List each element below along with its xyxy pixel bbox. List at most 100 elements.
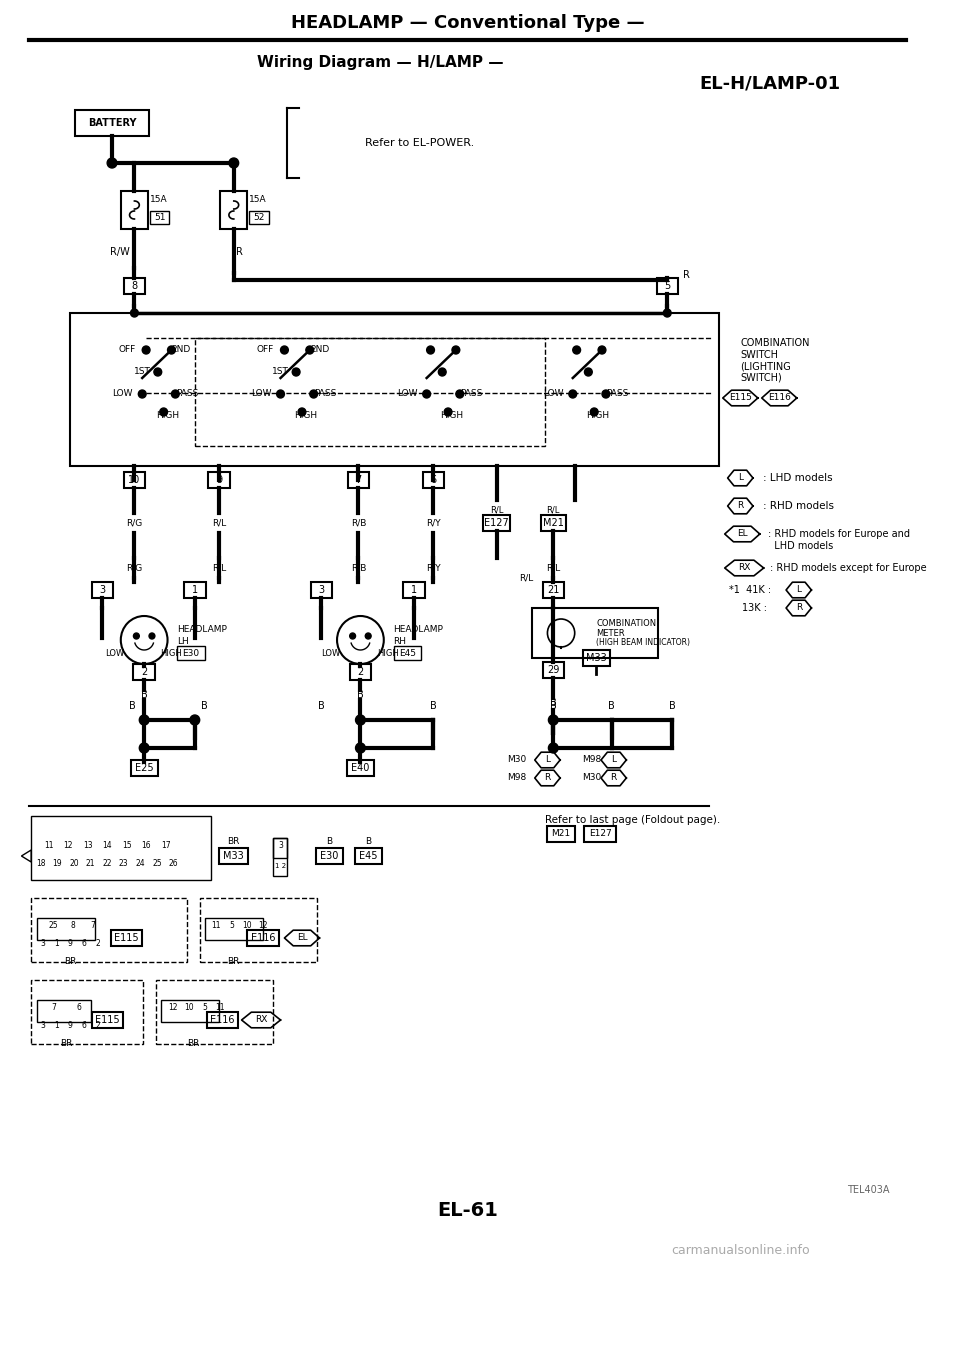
Text: 1ST: 1ST <box>272 368 289 376</box>
Bar <box>542 661 564 678</box>
Text: 1: 1 <box>54 940 59 948</box>
Bar <box>347 760 374 775</box>
Text: PASS: PASS <box>176 390 198 398</box>
Bar <box>208 473 229 488</box>
Text: 11: 11 <box>44 842 54 850</box>
Text: R/Y: R/Y <box>426 564 441 573</box>
Text: LOW: LOW <box>322 649 341 659</box>
Text: METER: METER <box>596 629 625 637</box>
Bar <box>532 608 659 659</box>
Circle shape <box>355 743 366 752</box>
Text: B: B <box>609 701 615 712</box>
Text: 5: 5 <box>229 922 234 930</box>
Circle shape <box>366 633 372 640</box>
Text: EL-61: EL-61 <box>437 1200 498 1219</box>
Bar <box>403 583 424 598</box>
Text: 11: 11 <box>215 1004 225 1013</box>
Text: HIGH: HIGH <box>160 649 182 659</box>
Text: LOW: LOW <box>112 390 133 398</box>
Text: TEL403A: TEL403A <box>848 1186 890 1195</box>
Circle shape <box>133 633 139 640</box>
Text: E115: E115 <box>95 1014 119 1025</box>
Text: 2: 2 <box>141 667 147 678</box>
Text: 26: 26 <box>169 860 179 869</box>
Circle shape <box>310 390 318 398</box>
Text: HIGH: HIGH <box>295 411 318 421</box>
Text: PASS: PASS <box>314 390 337 398</box>
Text: : LHD models: : LHD models <box>762 473 832 483</box>
Circle shape <box>142 346 150 354</box>
Bar <box>273 838 287 876</box>
Text: 7: 7 <box>51 1004 56 1013</box>
Circle shape <box>439 368 446 376</box>
Circle shape <box>355 716 366 725</box>
Text: R/W: R/W <box>109 247 130 257</box>
Circle shape <box>456 390 464 398</box>
Text: B: B <box>129 701 136 712</box>
Text: L: L <box>738 474 743 482</box>
Text: RH: RH <box>394 637 406 646</box>
Text: 12: 12 <box>258 922 268 930</box>
Bar <box>111 930 142 947</box>
Bar <box>219 847 249 864</box>
Bar <box>37 999 90 1023</box>
Text: Refer to last page (Foldout page).: Refer to last page (Foldout page). <box>545 815 721 826</box>
Text: 9: 9 <box>216 475 222 485</box>
Bar <box>483 515 511 531</box>
Bar <box>31 816 211 880</box>
Text: 9: 9 <box>68 1021 73 1031</box>
Text: E127: E127 <box>588 830 612 838</box>
Text: 23: 23 <box>119 860 129 869</box>
Text: COMBINATION: COMBINATION <box>596 618 657 627</box>
Text: 2ND: 2ND <box>310 345 329 354</box>
Text: B: B <box>202 701 208 712</box>
Text: RX: RX <box>738 564 751 573</box>
Text: 15A: 15A <box>250 196 267 205</box>
Text: E115: E115 <box>114 933 139 942</box>
Circle shape <box>172 390 180 398</box>
Text: 10: 10 <box>129 475 140 485</box>
Text: 51: 51 <box>154 212 165 221</box>
Text: HIGH: HIGH <box>156 411 180 421</box>
Circle shape <box>139 716 149 725</box>
Text: 21: 21 <box>547 585 560 595</box>
Text: E25: E25 <box>134 763 154 773</box>
Text: 6: 6 <box>430 475 437 485</box>
Text: B: B <box>357 690 364 699</box>
Circle shape <box>573 346 581 354</box>
Text: LOW: LOW <box>543 390 564 398</box>
Circle shape <box>602 390 610 398</box>
Circle shape <box>548 716 558 725</box>
Bar <box>160 999 219 1023</box>
Text: 20: 20 <box>69 860 79 869</box>
Text: E40: E40 <box>351 763 370 773</box>
Text: 8: 8 <box>71 922 76 930</box>
Circle shape <box>276 390 284 398</box>
Bar <box>124 278 145 293</box>
Text: R: R <box>544 774 551 782</box>
Text: PASS: PASS <box>607 390 629 398</box>
Bar <box>547 826 575 842</box>
Text: LOW: LOW <box>106 649 125 659</box>
Text: 3: 3 <box>319 585 324 595</box>
Text: EL: EL <box>297 933 307 942</box>
Text: B: B <box>326 838 332 846</box>
Text: E30: E30 <box>182 649 200 657</box>
Circle shape <box>190 716 200 725</box>
Text: 24: 24 <box>135 860 145 869</box>
Text: BR: BR <box>64 957 77 967</box>
Text: OFF: OFF <box>256 345 274 354</box>
Bar <box>37 918 95 940</box>
Text: HIGH: HIGH <box>377 649 398 659</box>
Bar <box>133 664 155 680</box>
Bar <box>583 650 610 665</box>
Text: M30: M30 <box>583 774 602 782</box>
Text: 11: 11 <box>211 922 221 930</box>
Bar <box>70 312 719 466</box>
Text: : RHD models for Europe and: : RHD models for Europe and <box>768 530 909 539</box>
Bar <box>348 473 370 488</box>
Text: 17: 17 <box>160 842 171 850</box>
Text: carmanualsonline.info: carmanualsonline.info <box>671 1244 809 1256</box>
Text: 18: 18 <box>36 860 46 869</box>
Text: LOW: LOW <box>251 390 272 398</box>
